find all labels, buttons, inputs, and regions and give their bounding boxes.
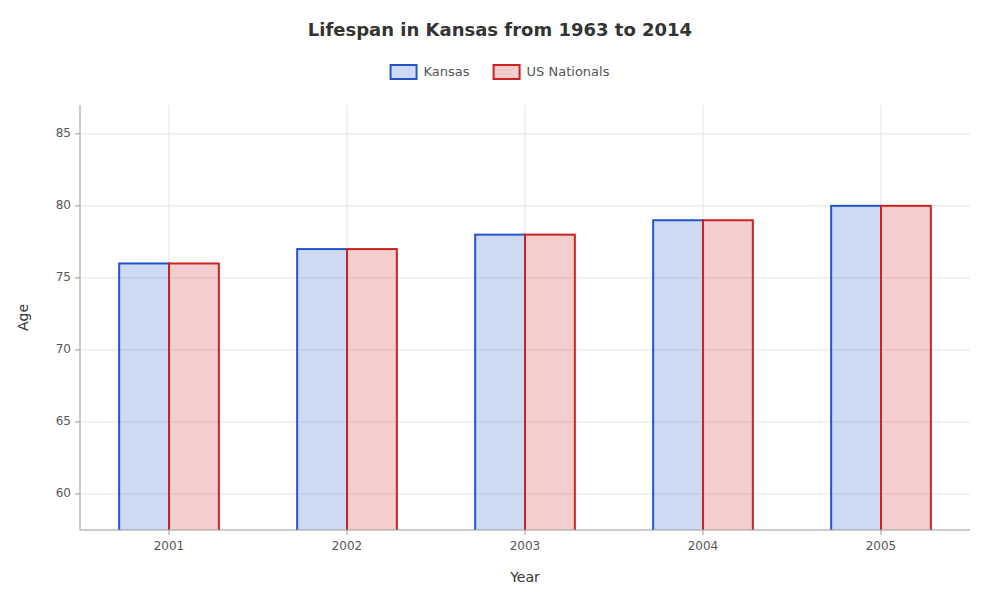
legend-item: US Nationals — [494, 64, 610, 80]
x-tick-label: 2002 — [332, 539, 363, 553]
bar — [525, 235, 575, 530]
y-tick — [75, 277, 80, 278]
x-tick — [347, 530, 348, 535]
y-tick — [75, 205, 80, 206]
y-tick-label: 70 — [56, 342, 71, 356]
bar — [653, 220, 703, 530]
x-tick-label: 2003 — [510, 539, 541, 553]
x-tick-label: 2005 — [866, 539, 897, 553]
y-tick — [75, 493, 80, 494]
legend: Kansas US Nationals — [391, 64, 610, 80]
bar — [169, 263, 219, 530]
x-tick — [169, 530, 170, 535]
title: Lifespan in Kansas from 1963 to 2014 — [308, 19, 692, 40]
chart-container: 60 65 70 75 80 85 2001 2002 2003 2004 2005 Year Age L… — [0, 0, 1000, 600]
y-tick-label: 85 — [56, 126, 71, 140]
legend-label: Kansas — [424, 64, 470, 79]
x-tick-label: 2001 — [154, 539, 185, 553]
bar — [703, 220, 753, 530]
bar — [831, 206, 881, 530]
y-tick — [75, 349, 80, 350]
y-tick — [75, 133, 80, 134]
y-tick-label: 80 — [56, 198, 71, 212]
bars — [119, 206, 931, 530]
y-tick-label: 65 — [56, 414, 71, 428]
y-tick-label: 60 — [56, 486, 71, 500]
bar — [297, 249, 347, 530]
x-tick — [703, 530, 704, 535]
bar — [475, 235, 525, 530]
x-tick — [881, 530, 882, 535]
legend-item: Kansas — [391, 64, 470, 80]
legend-swatch — [391, 65, 417, 79]
x-axis-label: Year — [509, 569, 540, 585]
y-tick — [75, 421, 80, 422]
legend-swatch — [494, 65, 520, 79]
x-tick — [525, 530, 526, 535]
bar — [347, 249, 397, 530]
bar — [881, 206, 931, 530]
legend-label: US Nationals — [527, 64, 610, 79]
bar — [119, 263, 169, 530]
y-tick-label: 75 — [56, 270, 71, 284]
chart: 60 65 70 75 80 85 2001 2002 2003 2004 2005 Year Age L… — [0, 0, 1000, 600]
x-tick-label: 2004 — [688, 539, 719, 553]
y-axis-label: Age — [15, 304, 31, 331]
y-axis-line — [80, 105, 81, 530]
